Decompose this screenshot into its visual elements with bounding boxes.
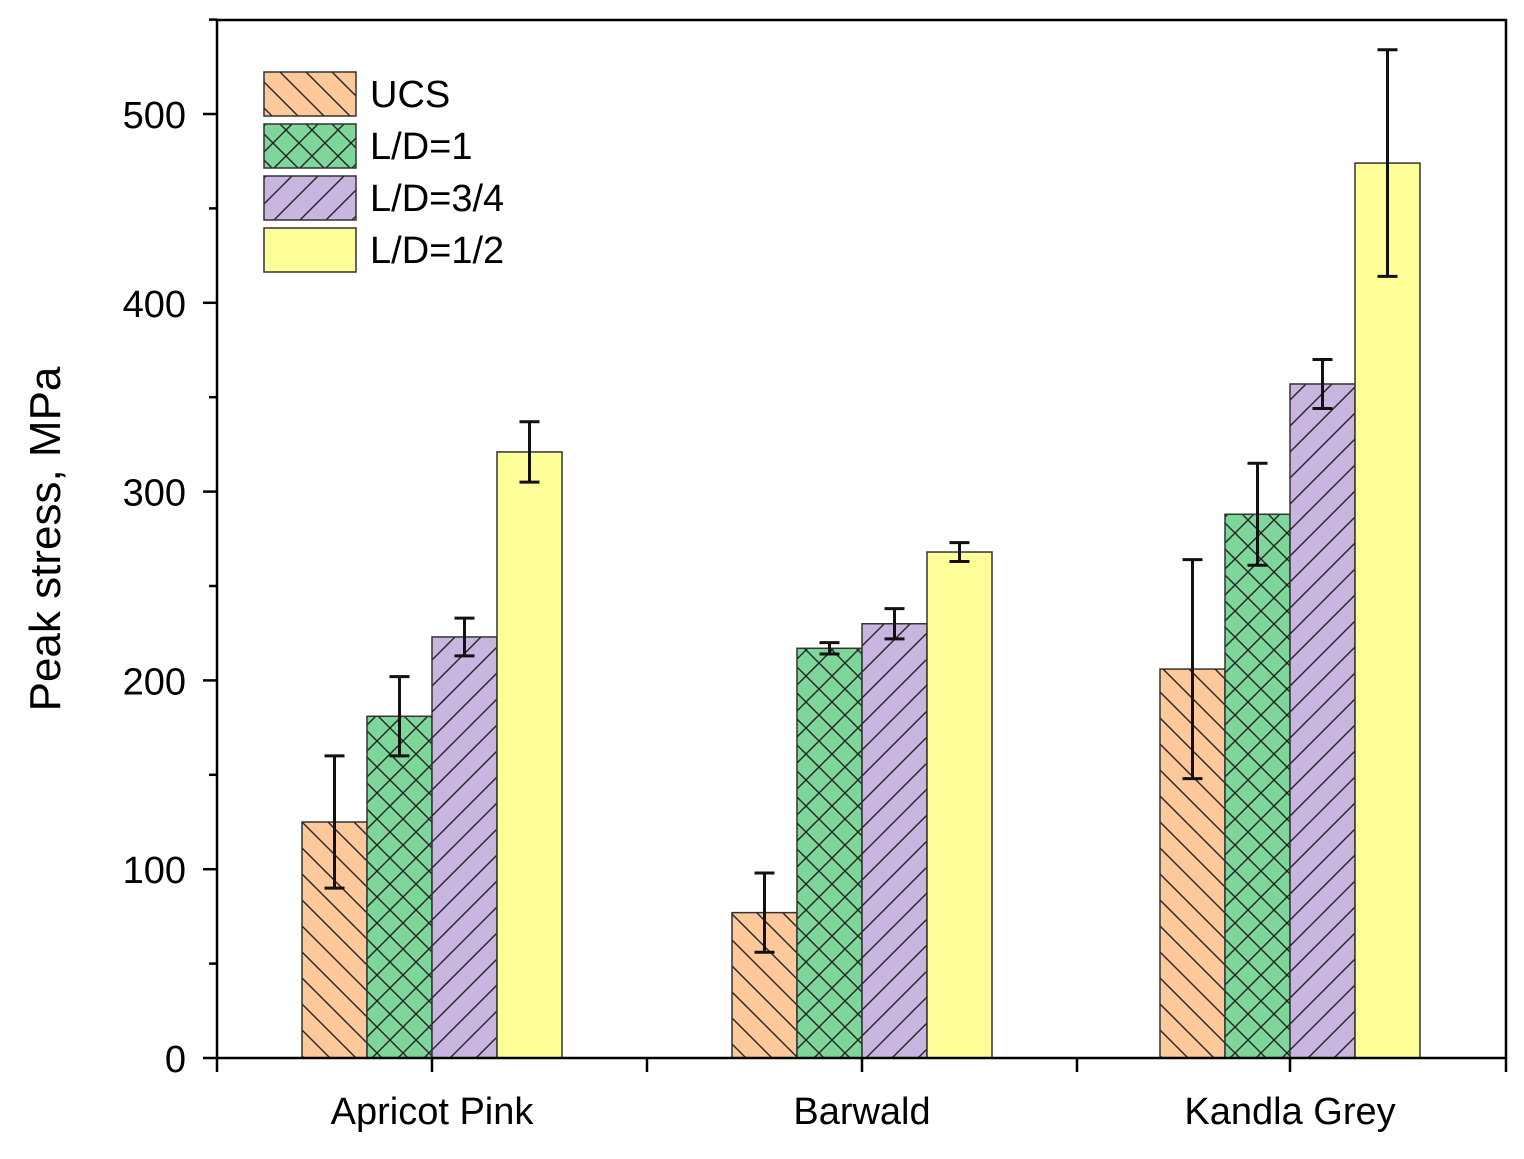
error-bar-l-d-3-4-apricot-pink xyxy=(454,616,475,658)
bar-l-d-1-kandla-grey-hatch xyxy=(1225,514,1290,1058)
legend-item-l-d-3-4-swatch-hatch xyxy=(264,176,356,220)
legend-item-l-d-1-2: L/D=1/2 xyxy=(263,227,504,273)
error-bars-layer xyxy=(324,48,1398,954)
bar-l-d-3-4-kandla-grey-hatch xyxy=(1290,383,1355,1058)
y-axis: 0 100 200 300 400 500 xyxy=(123,18,217,1081)
bar-l-d-1-2-apricot-pink xyxy=(497,451,562,1058)
y-tick-label-0: 0 xyxy=(165,1039,186,1081)
legend-item-l-d-3-4: L/D=3/4 xyxy=(263,175,504,221)
x-axis: Apricot Pink Barwald Kandla Grey xyxy=(215,1058,1508,1133)
bars-layer xyxy=(301,162,1421,1059)
error-bar-l-d-1-2-apricot-pink xyxy=(519,420,540,484)
error-bar-ucs-apricot-pink xyxy=(324,754,345,890)
bar-l-d-1-2-kandla-grey xyxy=(1355,163,1420,1058)
bar-l-d-1-2-barwald xyxy=(927,552,992,1058)
error-bar-l-d-1-barwald xyxy=(819,641,840,656)
legend-item-l-d-1-2-label: L/D=1/2 xyxy=(370,230,504,272)
x-tick-label-barwald: Barwald xyxy=(793,1091,930,1133)
legend-item-ucs-swatch-hatch xyxy=(264,72,356,116)
y-tick-label-200: 200 xyxy=(123,661,186,703)
y-axis-label: Peak stress, MPa xyxy=(21,366,70,711)
legend-item-l-d-1-swatch-outline xyxy=(263,123,357,169)
error-bar-l-d-1-kandla-grey xyxy=(1247,461,1268,567)
y-tick-label-500: 500 xyxy=(123,95,186,137)
error-bar-l-d-3-4-kandla-grey xyxy=(1312,357,1333,411)
legend-item-l-d-1-label: L/D=1 xyxy=(370,126,472,168)
bar-l-d-3-4-barwald-hatch xyxy=(862,623,927,1058)
legend-item-l-d-3-4-label: L/D=3/4 xyxy=(370,178,504,220)
y-tick-label-100: 100 xyxy=(123,850,186,892)
legend-item-l-d-1-swatch-hatch xyxy=(264,124,356,168)
y-tick-label-300: 300 xyxy=(123,473,186,515)
x-tick-label-kandla-grey: Kandla Grey xyxy=(1184,1091,1395,1133)
legend-item-l-d-3-4-swatch-outline xyxy=(263,175,357,221)
error-bar-ucs-kandla-grey xyxy=(1182,558,1203,781)
legend: UCS L/D=1 L/D=3/4 L/D=1/2 xyxy=(263,71,504,273)
x-tick-label-apricot-pink: Apricot Pink xyxy=(331,1091,535,1133)
legend-item-ucs-swatch-outline xyxy=(263,71,357,117)
legend-item-ucs-label: UCS xyxy=(370,74,450,116)
error-bar-l-d-1-apricot-pink xyxy=(389,675,410,758)
bar-l-d-1-barwald-hatch xyxy=(797,648,862,1058)
legend-item-l-d-1: L/D=1 xyxy=(263,123,472,169)
error-bar-l-d-3-4-barwald xyxy=(884,607,905,641)
error-bar-ucs-barwald xyxy=(754,871,775,954)
bar-l-d-3-4-apricot-pink-hatch xyxy=(432,636,497,1058)
error-bar-l-d-1-2-barwald xyxy=(949,541,970,563)
bar-l-d-1-apricot-pink-hatch xyxy=(367,716,432,1058)
legend-item-l-d-1-2-swatch xyxy=(264,228,356,272)
y-tick-label-400: 400 xyxy=(123,284,186,326)
legend-item-l-d-1-2-swatch-outline xyxy=(263,227,357,273)
error-bar-l-d-1-2-kandla-grey xyxy=(1377,48,1398,278)
legend-item-ucs: UCS xyxy=(263,71,450,117)
